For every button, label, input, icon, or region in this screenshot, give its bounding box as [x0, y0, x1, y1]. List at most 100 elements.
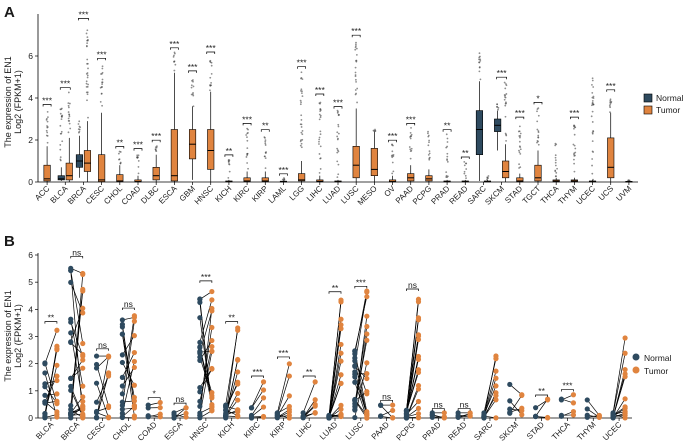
outlier-point: [101, 81, 104, 84]
outlier-point: [101, 71, 104, 74]
significance-bracket: [206, 51, 216, 54]
outlier-point: [355, 92, 357, 95]
outlier-point: [318, 153, 321, 155]
panel-b-ytick-label: 4: [28, 304, 33, 314]
outlier-point: [47, 116, 49, 118]
tumor-point: [415, 356, 422, 362]
tumor-point: [545, 415, 551, 421]
tumor-point: [312, 410, 318, 416]
tumor-point: [415, 315, 422, 321]
significance-label: ***: [206, 43, 217, 53]
outlier-point: [300, 119, 303, 121]
outlier-point: [68, 115, 71, 118]
outlier-point: [374, 128, 376, 131]
outlier-point: [300, 146, 303, 149]
tumor-point: [157, 414, 163, 420]
panel-b-xtick-label: LUSC: [344, 420, 366, 442]
panel-b-xtick-label: LIHC: [294, 420, 313, 439]
outlier-point: [591, 79, 594, 82]
tumor-point: [54, 391, 60, 397]
outlier-point: [228, 163, 230, 165]
outlier-point: [592, 103, 595, 106]
tumor-point: [209, 366, 215, 372]
outlier-point: [573, 126, 576, 129]
pair-line: [302, 381, 316, 413]
tumor-point: [364, 313, 370, 319]
outlier-point: [479, 59, 482, 62]
box: [607, 137, 615, 179]
outlier-point: [464, 174, 467, 177]
tumor-point: [622, 371, 628, 377]
significance-bracket: [251, 375, 264, 378]
tumor-point: [80, 413, 86, 419]
normal-point: [42, 360, 48, 366]
normal-point: [119, 374, 125, 380]
panel-b-ylabel: The expression of EN1: [3, 290, 13, 382]
outlier-point: [428, 158, 431, 161]
outlier-point: [154, 148, 157, 151]
significance-bracket: [279, 173, 288, 176]
panel-a-ytick-label: 6: [28, 51, 33, 61]
significance-label: ***: [133, 140, 144, 150]
outlier-point: [137, 160, 140, 162]
normal-point: [145, 413, 151, 419]
outlier-point: [210, 64, 213, 67]
significance-label: ***: [60, 79, 71, 89]
outlier-point: [555, 171, 558, 174]
outlier-point: [446, 155, 449, 158]
panel-a-ytick-label: 4: [28, 93, 33, 103]
outlier-point: [592, 86, 595, 88]
pair-line: [612, 337, 626, 413]
outlier-point: [68, 120, 71, 122]
pair-line: [354, 371, 368, 414]
outlier-point: [246, 162, 249, 164]
outlier-point: [336, 151, 339, 154]
significance-bracket: [457, 408, 471, 411]
significance-bracket: [173, 402, 187, 406]
significance-label: ns: [124, 299, 133, 309]
outlier-point: [85, 32, 88, 35]
normal-point: [197, 339, 203, 345]
normal-point: [352, 355, 358, 361]
normal-point: [93, 361, 100, 368]
tumor-point: [209, 407, 215, 413]
outlier-point: [46, 141, 49, 144]
pair-line: [70, 359, 84, 379]
outlier-point: [503, 81, 506, 84]
panel-a-xtick-label: LGG: [288, 184, 306, 202]
normal-point: [197, 403, 203, 409]
tumor-point: [80, 394, 86, 400]
outlier-point: [519, 152, 522, 155]
outlier-point: [264, 167, 267, 169]
panel-a-boxplot: 0246ACC***BLCA***BRCA***CESC***CHOL**COA…: [28, 9, 638, 207]
tumor-point: [338, 372, 344, 378]
outlier-point: [409, 131, 412, 134]
tumor-point: [493, 393, 499, 399]
outlier-point: [99, 86, 102, 89]
outlier-point: [67, 111, 70, 113]
panel-a-ylabel: The expression of EN1: [3, 56, 13, 148]
outlier-point: [446, 152, 449, 155]
tumor-point: [570, 400, 577, 406]
outlier-point: [246, 136, 248, 138]
tumor-point: [235, 369, 241, 375]
significance-label: ***: [569, 108, 580, 118]
outlier-point: [59, 156, 62, 159]
normal-point: [68, 387, 74, 393]
outlier-point: [409, 136, 411, 138]
outlier-point: [409, 150, 412, 153]
outlier-point: [428, 139, 430, 142]
outlier-point: [519, 166, 522, 169]
outlier-point: [573, 170, 576, 173]
outlier-point: [463, 160, 466, 163]
outlier-point: [355, 47, 358, 50]
significance-bracket: [535, 394, 548, 397]
normal-point: [558, 396, 565, 402]
pair-line: [70, 322, 84, 357]
outlier-point: [85, 45, 88, 47]
outlier-point: [300, 101, 302, 104]
tumor-point: [235, 413, 241, 419]
outlier-point: [67, 91, 70, 94]
outlier-point: [505, 139, 507, 142]
outlier-point: [504, 132, 507, 135]
